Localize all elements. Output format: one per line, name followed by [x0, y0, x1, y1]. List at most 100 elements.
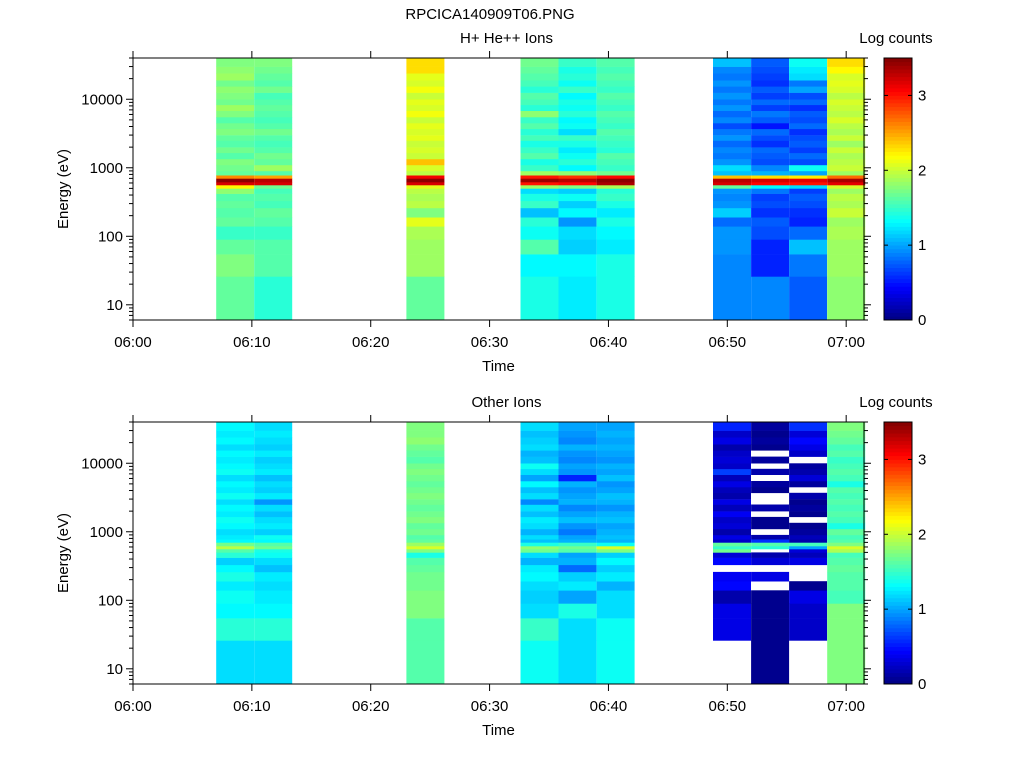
- heatmap-cell: [713, 135, 751, 141]
- heatmap-cell: [827, 185, 866, 189]
- x-tick-label: 06:50: [709, 698, 747, 715]
- x-tick-label: 07:00: [827, 698, 865, 715]
- heatmap-cell: [520, 276, 559, 321]
- colorbar-segment: [884, 485, 912, 490]
- heatmap-cell: [558, 123, 597, 130]
- time-column-7: [751, 58, 790, 321]
- heatmap-cell: [254, 152, 293, 160]
- heatmap-cell: [596, 468, 635, 475]
- heatmap-cell: [713, 185, 751, 189]
- colorbar-segment: [884, 72, 912, 78]
- heatmap-cell: [751, 86, 790, 93]
- heatmap-cell: [751, 522, 790, 530]
- heatmap-cell: [254, 99, 293, 106]
- heatmap-cell: [596, 557, 635, 566]
- heatmap-cell: [254, 104, 293, 111]
- panel-h-he-ions: 06:00 06:10 06:20 06:30 06:40 06:50 07:00 Time 1…: [55, 30, 933, 375]
- heatmap-cell: [789, 152, 828, 160]
- colorbar-segment: [884, 144, 912, 149]
- heatmap-cell: [789, 603, 828, 619]
- heatmap-cell: [406, 104, 445, 111]
- heatmap-cell: [216, 140, 255, 148]
- heatmap-cell: [596, 430, 635, 438]
- heatmap-cell: [596, 504, 635, 512]
- colorbar-segment: [884, 192, 912, 197]
- heatmap-cell: [406, 123, 445, 130]
- colorbar-segment: [884, 159, 912, 164]
- heatmap-cell: [713, 516, 751, 524]
- colorbar-segment: [884, 316, 912, 321]
- heatmap-cell: [789, 463, 828, 470]
- heatmap-cell: [520, 549, 559, 553]
- heatmap-cell: [827, 217, 866, 227]
- heatmap-cell: [558, 135, 597, 141]
- heatmap-cell: [558, 522, 597, 530]
- heatmap-cell: [827, 135, 866, 141]
- heatmap-cell: [596, 528, 635, 536]
- colorbar-segment: [884, 177, 912, 182]
- heatmap-cell: [558, 504, 597, 512]
- heatmap-cell: [216, 516, 255, 524]
- heatmap-cell: [216, 546, 255, 550]
- colorbar-label: Log counts: [859, 394, 932, 411]
- x-tick-label: 06:40: [590, 334, 628, 351]
- colorbar-segment: [884, 504, 912, 509]
- colorbar-segment: [884, 297, 912, 302]
- colorbar-segment: [884, 162, 912, 167]
- heatmap-cell: [254, 86, 293, 93]
- heatmap-cell: [713, 200, 751, 209]
- heatmap-cell: [406, 499, 445, 505]
- heatmap-cell: [406, 487, 445, 494]
- heatmap-cell: [254, 175, 293, 179]
- heatmap-cell: [789, 422, 828, 431]
- heatmap-cell: [713, 499, 751, 505]
- heatmap-cell: [751, 128, 790, 136]
- colorbar-segment: [884, 534, 912, 539]
- heatmap-cell: [520, 564, 559, 573]
- heatmap-cell: [789, 276, 828, 321]
- heatmap-cell: [789, 557, 828, 566]
- heatmap-cell: [789, 522, 828, 530]
- heatmap-cell: [520, 492, 559, 500]
- heatmap-cell: [789, 546, 828, 550]
- heatmap-cell: [751, 175, 790, 179]
- heatmap-cell: [751, 226, 790, 240]
- heatmap-cell: [713, 528, 751, 536]
- time-column-1: [254, 422, 293, 685]
- y-tick-label: 1000: [90, 160, 123, 177]
- heatmap-cell: [254, 73, 293, 81]
- colorbar-segment: [884, 226, 912, 231]
- heatmap-cell: [827, 80, 866, 87]
- heatmap-cell: [216, 200, 255, 209]
- heatmap-cell: [216, 474, 255, 482]
- heatmap-cell: [713, 58, 751, 67]
- heatmap-cell: [713, 147, 751, 154]
- heatmap-cell: [596, 444, 635, 451]
- y-tick-label: 10000: [81, 455, 123, 472]
- heatmap-cell: [713, 430, 751, 438]
- colorbar-segment: [884, 102, 912, 108]
- heatmap-cell: [216, 207, 255, 218]
- heatmap-cell: [596, 92, 635, 100]
- heatmap-cell: [558, 158, 597, 166]
- heatmap-cell: [558, 581, 597, 591]
- heatmap-cell: [751, 170, 790, 176]
- time-column-1: [254, 58, 293, 321]
- heatmap-cell: [558, 117, 597, 124]
- heatmap-cell: [520, 92, 559, 100]
- heatmap-cell: [596, 80, 635, 87]
- heatmap-cell: [254, 110, 293, 118]
- heatmap-cell: [713, 546, 751, 550]
- heatmap-cell: [216, 590, 255, 604]
- figure-title: RPCICA140909T06.PNG: [405, 6, 574, 23]
- heatmap-cell: [827, 239, 866, 255]
- heatmap-cell: [789, 170, 828, 176]
- heatmap-cell: [520, 463, 559, 470]
- heatmap-cell: [520, 542, 559, 547]
- y-axis-label: Energy (eV): [55, 513, 72, 593]
- heatmap-cell: [827, 437, 866, 445]
- heatmap-cell: [406, 140, 445, 148]
- heatmap-cell: [254, 147, 293, 154]
- heatmap-cell: [254, 516, 293, 524]
- heatmap-cell: [216, 499, 255, 505]
